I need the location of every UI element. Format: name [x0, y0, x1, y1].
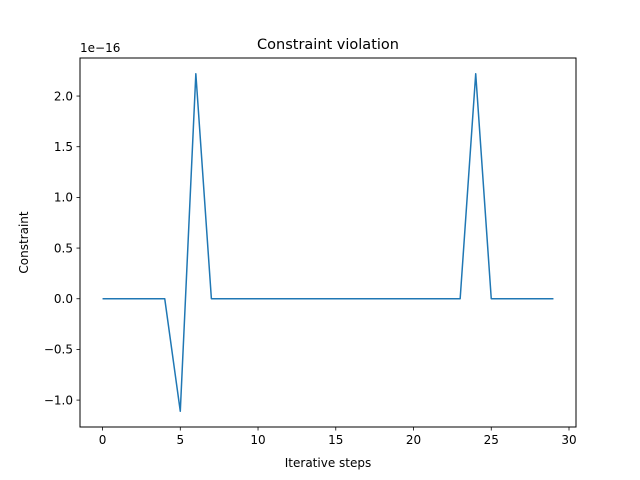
- y-tick-label: −0.5: [44, 343, 73, 357]
- x-axis-label: Iterative steps: [285, 456, 371, 470]
- x-tick-label: 20: [406, 433, 421, 447]
- chart-title: Constraint violation: [257, 37, 399, 53]
- x-tick-label: 0: [99, 433, 107, 447]
- x-tick-label: 10: [250, 433, 265, 447]
- plot-area: [80, 58, 576, 427]
- plot-frame: [79, 57, 577, 428]
- x-tick-label: 25: [484, 433, 499, 447]
- y-tick-label: −1.0: [44, 393, 73, 407]
- x-axis-ticks: 0 5 10 15 20 25 30: [99, 427, 577, 447]
- y-tick-label: 1.5: [54, 140, 73, 154]
- y-axis-label: Constraint: [17, 211, 31, 274]
- x-tick-label: 5: [176, 433, 184, 447]
- y-tick-label: 0.5: [54, 241, 73, 255]
- y-axis-ticks: −1.0 −0.5 0.0 0.5 1.0 1.5 2.0: [44, 89, 80, 407]
- series-layer: [102, 73, 554, 412]
- x-tick-label: 15: [328, 433, 343, 447]
- y-tick-label: 1.0: [54, 191, 73, 205]
- y-axis-offset-label: 1e−16: [80, 41, 120, 55]
- series-line-0: [102, 73, 554, 412]
- y-tick-label: 0.0: [54, 292, 73, 306]
- y-tick-label: 2.0: [54, 89, 73, 103]
- x-tick-label: 30: [561, 433, 576, 447]
